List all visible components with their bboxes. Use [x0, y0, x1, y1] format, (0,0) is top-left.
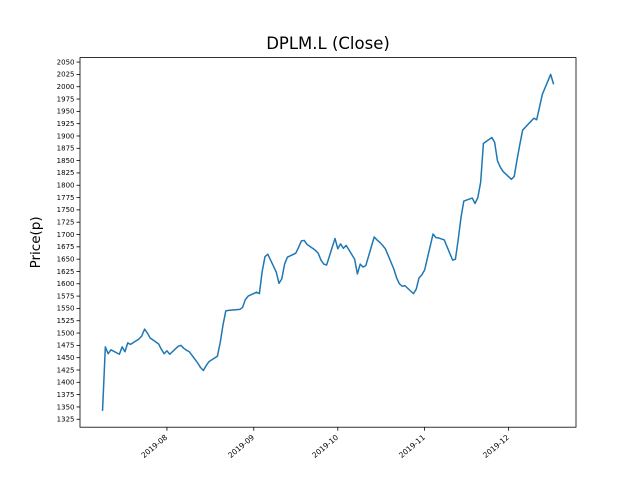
y-tick-label: 1675	[57, 243, 75, 251]
y-tick-label: 1450	[57, 354, 75, 362]
y-tick-label: 1425	[57, 366, 75, 374]
chart-title: DPLM.L (Close)	[266, 34, 390, 53]
y-tick-label: 1750	[57, 206, 75, 214]
y-tick-label: 1950	[57, 108, 75, 116]
y-tick-label: 1800	[57, 182, 75, 190]
y-tick-label: 1850	[57, 157, 75, 165]
y-tick-label: 2000	[57, 83, 75, 91]
y-tick-label: 1975	[57, 95, 75, 103]
y-axis: 1325 1350 1375 1400 1425 1450 1475 1500 1525 1550…	[57, 58, 80, 424]
y-tick-label: 1875	[57, 145, 75, 153]
y-tick-label: 1550	[57, 305, 75, 313]
y-tick-label: 2025	[57, 71, 75, 79]
y-tick-label: 1650	[57, 255, 75, 263]
price-line	[101, 73, 555, 412]
y-tick-label: 1575	[57, 292, 75, 300]
y-tick-label: 1900	[57, 132, 75, 140]
plot-area	[79, 57, 577, 428]
y-tick-label: 1350	[57, 403, 75, 411]
y-tick-label: 1600	[57, 280, 75, 288]
y-tick-label: 1700	[57, 231, 75, 239]
y-tick-label: 2050	[57, 58, 75, 66]
y-tick-label: 1375	[57, 391, 75, 399]
y-tick-label: 1625	[57, 268, 75, 276]
y-tick-label: 1825	[57, 169, 75, 177]
y-tick-label: 1725	[57, 219, 75, 227]
y-tick-label: 1325	[57, 416, 75, 424]
y-tick-label: 1400	[57, 379, 75, 387]
y-axis-label: Price(p)	[28, 216, 44, 268]
y-tick-label: 1925	[57, 120, 75, 128]
y-tick-label: 1775	[57, 194, 75, 202]
y-tick-label: 1500	[57, 329, 75, 337]
y-tick-label: 1475	[57, 342, 75, 350]
y-tick-label: 1525	[57, 317, 75, 325]
